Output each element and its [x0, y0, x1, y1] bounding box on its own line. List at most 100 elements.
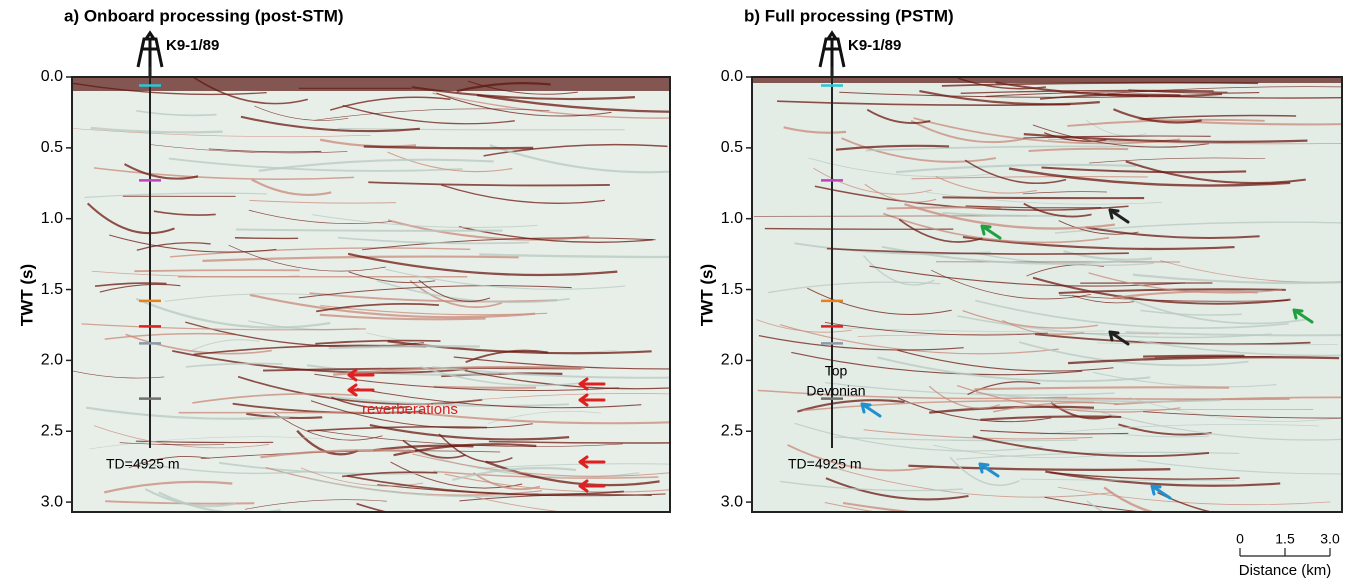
- reflector: [1049, 471, 1240, 480]
- y-tick-label: 3.0: [721, 493, 743, 510]
- top-noise: [752, 77, 1342, 83]
- reflector: [928, 385, 1001, 409]
- reflector: [93, 425, 270, 449]
- panel-a: a) Onboard processing (post-STM) TWT (s) 0…: [17, 6, 671, 513]
- reflector: [138, 461, 308, 475]
- reflector: [316, 303, 439, 313]
- reflector: [794, 422, 1043, 452]
- reflector: [109, 234, 277, 253]
- y-tick-label: 1.0: [721, 210, 743, 227]
- reflector: [412, 453, 670, 477]
- reflector: [488, 440, 670, 444]
- reflector: [306, 364, 499, 376]
- reflector: [1067, 356, 1340, 365]
- reflector: [465, 349, 549, 364]
- reflector: [1034, 397, 1290, 401]
- reflector: [347, 252, 618, 277]
- reflector: [1028, 147, 1129, 153]
- reflector: [949, 456, 1020, 487]
- reflector: [908, 464, 1171, 471]
- reflector: [1045, 470, 1281, 487]
- reflector: [441, 184, 605, 204]
- reflector: [964, 159, 1067, 185]
- reflector: [1137, 459, 1342, 475]
- scale-label: 3.0: [1320, 531, 1340, 547]
- reflector: [432, 92, 670, 119]
- reflector: [348, 271, 436, 284]
- reflector: [172, 349, 468, 374]
- reflector: [841, 137, 997, 163]
- reflector: [333, 365, 585, 376]
- reflector: [1041, 166, 1247, 174]
- reflector: [833, 436, 1078, 442]
- y-axis-label: TWT (s): [697, 264, 716, 326]
- seismic-image: [72, 77, 670, 512]
- reflector: [756, 319, 852, 333]
- reflector: [452, 466, 577, 482]
- arrow: [1108, 208, 1130, 224]
- reflector: [192, 393, 358, 404]
- reflector: [897, 349, 1114, 372]
- arrow: [978, 462, 1000, 478]
- reflector: [992, 401, 1119, 413]
- reflector: [1034, 333, 1311, 346]
- reflector: [453, 356, 670, 370]
- annotation: reverberations: [362, 401, 458, 418]
- reflector: [438, 433, 513, 463]
- reflector: [895, 163, 1136, 174]
- reflector: [1112, 290, 1258, 300]
- reflector: [838, 468, 1113, 498]
- reflector: [153, 210, 216, 216]
- well-name: K9-1/89: [166, 37, 219, 54]
- well-derrick: [136, 30, 164, 77]
- reflector: [104, 332, 236, 340]
- reflector: [1138, 340, 1342, 357]
- reflector: [779, 324, 1059, 355]
- reflector: [842, 501, 920, 512]
- reflector: [419, 366, 585, 387]
- y-axis-label: TWT (s): [17, 264, 36, 326]
- reflector: [1023, 202, 1092, 218]
- arrow: [578, 393, 606, 407]
- well-derrick: [818, 30, 846, 77]
- reflector: [1067, 118, 1265, 127]
- reflector: [930, 269, 1091, 300]
- reflector: [791, 351, 1083, 376]
- y-tick-label: 1.5: [721, 281, 743, 298]
- reflector: [797, 399, 905, 413]
- y-tick-label: 2.5: [41, 422, 63, 439]
- reflector: [857, 333, 1159, 337]
- reflector: [839, 91, 1148, 98]
- reflector: [1103, 486, 1214, 512]
- reflector: [925, 191, 1162, 205]
- annotation: Devonian: [806, 383, 865, 399]
- reflector: [1143, 411, 1342, 419]
- y-tick-label: 3.0: [41, 493, 63, 510]
- reflector: [319, 313, 486, 321]
- reflector: [1141, 114, 1297, 120]
- reflector: [361, 237, 656, 251]
- reflector: [91, 270, 300, 278]
- reflector: [974, 386, 1230, 391]
- reflector: [387, 219, 590, 241]
- reflector: [976, 392, 1221, 403]
- reflector: [84, 192, 267, 199]
- reflector: [869, 265, 1185, 287]
- reflector: [877, 356, 1151, 383]
- reflector: [337, 236, 529, 245]
- reflector: [168, 157, 463, 172]
- reflector: [1058, 220, 1139, 235]
- reflector: [929, 405, 1094, 414]
- reflector: [300, 467, 424, 487]
- seismic-background: [72, 77, 670, 512]
- reflector: [864, 183, 937, 203]
- reflector: [376, 279, 570, 304]
- reflector: [402, 439, 466, 459]
- reflector: [904, 203, 1116, 230]
- reflector: [134, 269, 300, 273]
- reflector: [479, 253, 670, 259]
- scale-label: 0: [1236, 531, 1244, 547]
- reflector: [307, 426, 487, 432]
- reflector: [933, 444, 1097, 459]
